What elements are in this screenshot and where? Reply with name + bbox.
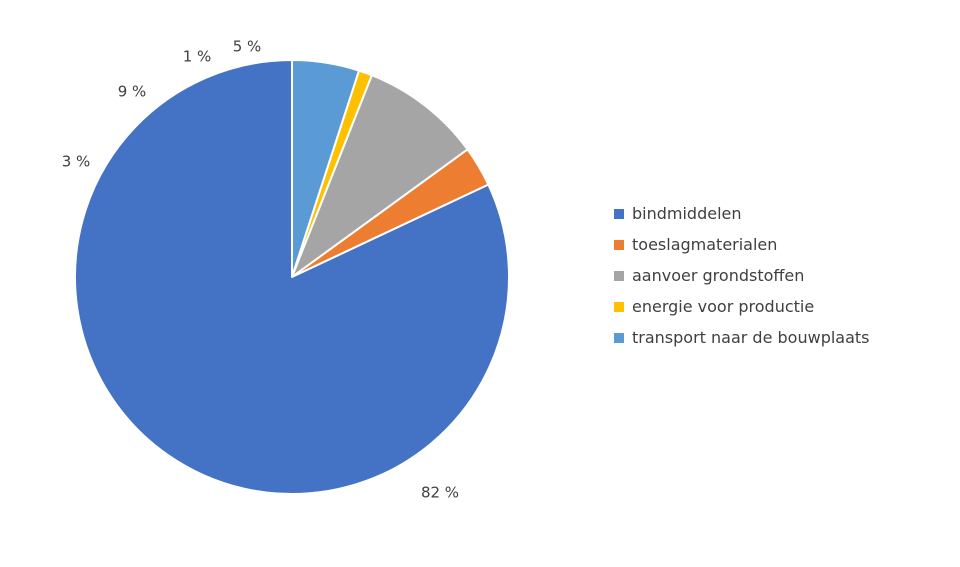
legend-item-aanvoer-grondstoffen: aanvoer grondstoffen <box>614 260 870 291</box>
legend-label: toeslagmaterialen <box>632 235 778 254</box>
legend-swatch <box>614 270 624 281</box>
data-label-bindmiddelen: 82 % <box>421 484 459 502</box>
legend-swatch <box>614 208 624 219</box>
chart-legend: bindmiddelen toeslagmaterialen aanvoer gro… <box>614 198 870 353</box>
legend-label: aanvoer grondstoffen <box>632 266 805 285</box>
legend-swatch <box>614 301 624 312</box>
legend-swatch <box>614 239 624 250</box>
legend-label: energie voor productie <box>632 297 815 316</box>
legend-item-energie-voor-productie: energie voor productie <box>614 291 870 322</box>
data-label-toeslagmaterialen: 3 % <box>62 153 91 171</box>
legend-item-toeslagmaterialen: toeslagmaterialen <box>614 229 870 260</box>
legend-label: transport naar de bouwplaats <box>632 328 870 347</box>
pie-slice-bindmiddelen <box>74 59 510 495</box>
pie-data-labels: 82 % 3 % 9 % 1 % 5 % <box>62 38 459 502</box>
legend-item-transport-naar-de-bouwplaats: transport naar de bouwplaats <box>614 322 870 353</box>
legend-item-bindmiddelen: bindmiddelen <box>614 198 870 229</box>
pie-slice-aanvoer-grondstoffen <box>291 74 469 278</box>
legend-label: bindmiddelen <box>632 204 742 223</box>
data-label-energie-voor-productie: 1 % <box>183 48 212 66</box>
legend-swatch <box>614 332 624 343</box>
data-label-aanvoer-grondstoffen: 9 % <box>118 83 147 101</box>
data-label-transport-naar-de-bouwplaats: 5 % <box>233 38 262 56</box>
pie-slices <box>74 59 510 495</box>
